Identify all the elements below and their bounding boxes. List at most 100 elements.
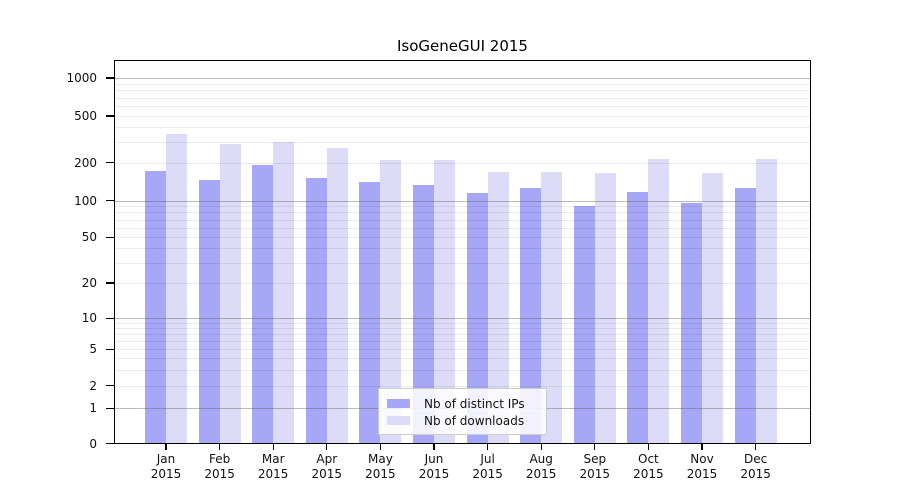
gridline-minor: [114, 358, 811, 360]
gridline-minor: [114, 349, 811, 351]
y-tick-label: 20: [81, 276, 97, 290]
x-tick-year: 2015: [525, 467, 557, 481]
x-tick-month: Dec: [743, 452, 768, 466]
x-tick-year: 2015: [204, 467, 235, 481]
gridline-minor: [114, 116, 811, 117]
bar-downloads: [594, 173, 616, 444]
gridline-minor: [114, 90, 811, 92]
bar-downloads: [219, 144, 241, 444]
gridline-minor: [114, 385, 811, 387]
gridline-minor: [114, 341, 811, 343]
x-tick-month: Mar: [261, 452, 285, 466]
bar-downloads: [434, 160, 455, 444]
x-tick-year: 2015: [686, 467, 718, 481]
bar-distinct-ips: [573, 206, 595, 444]
x-tick-year: 2015: [150, 467, 182, 481]
x-tick-year: 2015: [365, 467, 396, 481]
x-tick-mark: [272, 444, 274, 450]
plot-area: [114, 60, 811, 444]
x-tick-label: Aug 2015: [511, 452, 571, 482]
gridline-major: [114, 318, 811, 320]
x-tick-year: 2015: [579, 467, 611, 481]
x-tick-month: Oct: [638, 452, 659, 466]
x-tick-month: Nov: [690, 452, 714, 466]
x-tick-mark: [701, 444, 703, 450]
bar-distinct-ips: [520, 188, 542, 444]
gridline-minor: [114, 283, 811, 284]
bar-distinct-ips: [305, 177, 327, 444]
x-tick-mark: [486, 444, 489, 450]
legend-swatch-downloads: [387, 415, 410, 426]
x-tick-month: Sep: [583, 452, 607, 466]
x-tick-label: Dec 2015: [726, 452, 786, 482]
gridline-minor: [114, 142, 811, 144]
gridline-minor: [114, 227, 811, 229]
bar-distinct-ips: [681, 203, 702, 444]
x-tick-month: Jul: [480, 452, 495, 466]
x-tick-year: 2015: [257, 467, 289, 481]
bar-distinct-ips: [466, 193, 488, 444]
gridline-minor: [114, 83, 811, 85]
y-tick-mark: [106, 115, 114, 117]
gridline-minor: [114, 323, 811, 324]
legend-item-distinct-ips: Nb of distinct IPs: [387, 395, 538, 412]
gridline-minor: [114, 369, 811, 371]
x-tick-month: Aug: [529, 452, 553, 466]
x-tick-label: Jun 2015: [404, 452, 464, 482]
x-tick-label: Sep 2015: [565, 452, 625, 482]
gridline-minor: [114, 106, 811, 107]
y-tick-mark: [106, 77, 114, 79]
y-tick-label: 2: [89, 378, 97, 393]
y-tick-label: 0: [89, 436, 97, 451]
x-tick-month: May: [367, 452, 393, 466]
x-tick-year: 2015: [311, 467, 343, 481]
legend-item-downloads: Nb of downloads: [387, 412, 538, 429]
x-tick-mark: [326, 444, 328, 450]
x-tick-year: 2015: [740, 467, 771, 481]
x-tick-label: Apr 2015: [297, 452, 357, 482]
chart-title: IsoGeneGUI 2015: [397, 37, 528, 55]
bar-downloads: [541, 171, 563, 444]
x-tick-mark: [594, 444, 596, 450]
x-tick-mark: [754, 444, 757, 450]
y-tick-mark: [106, 348, 114, 350]
x-tick-year: 2015: [633, 467, 664, 481]
bar-distinct-ips: [145, 170, 166, 444]
x-tick-month: Jan: [156, 452, 176, 466]
gridline-minor: [114, 248, 811, 250]
y-tick-label: 1000: [66, 71, 97, 85]
x-tick-label: Jul 2015: [458, 452, 518, 482]
bar-downloads: [702, 173, 723, 444]
bar-downloads: [648, 159, 670, 444]
y-tick-label: 100: [74, 193, 97, 208]
bar-downloads: [166, 134, 187, 444]
gridline-minor: [114, 262, 811, 264]
x-tick-label: Mar 2015: [243, 452, 303, 482]
y-tick-mark: [106, 162, 114, 164]
bar-downloads: [273, 142, 295, 444]
legend: Nb of distinct IPs Nb of downloads: [378, 388, 547, 435]
bar-distinct-ips: [734, 187, 756, 444]
x-tick-label: Oct 2015: [618, 452, 678, 482]
legend-label-downloads: Nb of downloads: [424, 413, 525, 428]
bar-distinct-ips: [627, 192, 649, 444]
x-tick-year: 2015: [472, 467, 503, 481]
gridline-major: [114, 78, 811, 79]
y-tick-mark: [106, 282, 114, 284]
bar-distinct-ips: [252, 164, 274, 444]
y-tick-label: 1: [89, 401, 97, 416]
gridline-minor: [114, 212, 811, 214]
y-tick-mark: [106, 317, 114, 319]
y-tick-mark: [106, 236, 114, 238]
y-tick-label: 10: [81, 311, 97, 326]
x-tick-year: 2015: [418, 467, 450, 481]
gridline-minor: [114, 237, 811, 239]
x-tick-mark: [218, 444, 221, 450]
x-tick-label: Jan 2015: [136, 452, 196, 482]
y-tick-mark: [106, 442, 114, 445]
x-tick-mark: [379, 444, 382, 450]
bar-downloads: [380, 160, 402, 444]
x-tick-label: Nov 2015: [672, 452, 732, 482]
y-tick-mark: [106, 407, 114, 409]
